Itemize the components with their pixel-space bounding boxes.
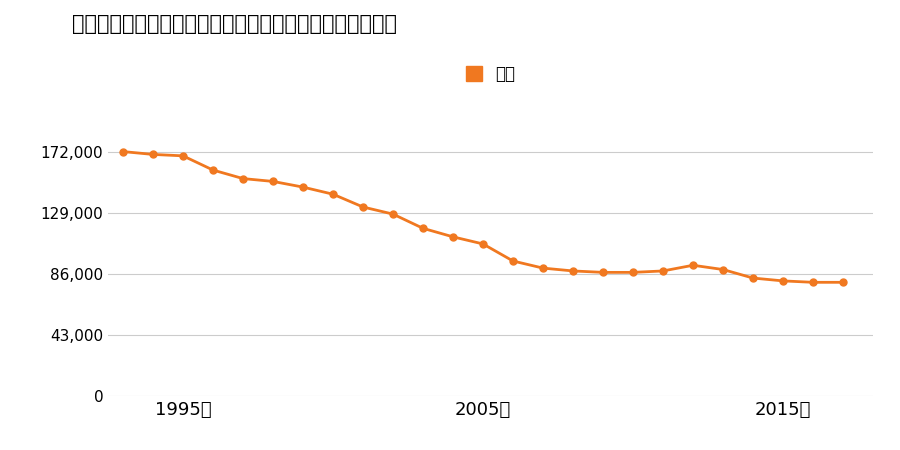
Legend: 価格: 価格 bbox=[459, 59, 522, 90]
Text: 滋賀県大津市国分１丁目字畑ケ山１３９番２９の地価推移: 滋賀県大津市国分１丁目字畑ケ山１３９番２９の地価推移 bbox=[72, 14, 397, 33]
